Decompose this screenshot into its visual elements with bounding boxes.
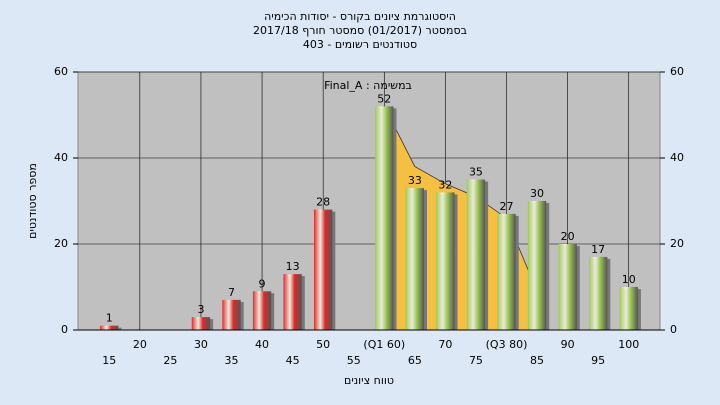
x-tick-label: 20 <box>133 338 147 351</box>
data-label: 7 <box>228 286 235 299</box>
bar <box>405 188 424 330</box>
x-tick-label: 65 <box>408 354 422 367</box>
x-tick-label: (Q1 60) <box>363 338 405 351</box>
chart-subtitle: בסמסטר (01/2017) סמסטר חורף 2017/18 <box>253 24 467 37</box>
data-label: 3 <box>197 303 204 316</box>
y-tick-label: 0 <box>61 323 68 336</box>
x-tick-label: 40 <box>255 338 269 351</box>
data-label: 17 <box>591 243 605 256</box>
data-label: 35 <box>469 166 483 179</box>
x-tick-label: 50 <box>316 338 330 351</box>
bar <box>252 291 272 330</box>
x-axis-label: טווח ציונים <box>344 374 394 387</box>
x-tick-label: 95 <box>591 354 605 367</box>
x-tick-label: 70 <box>438 338 452 351</box>
bar <box>100 325 119 330</box>
bar <box>589 256 608 330</box>
y2-tick-label: 60 <box>670 65 684 78</box>
annotation: Final_A : במשימה <box>324 79 412 92</box>
y-tick-label: 60 <box>54 65 68 78</box>
x-tick-label: 35 <box>225 354 239 367</box>
data-label: 30 <box>530 187 544 200</box>
bar <box>191 317 211 330</box>
x-tick-label: 55 <box>347 354 361 367</box>
bar <box>619 287 638 330</box>
y2-tick-label: 0 <box>670 323 677 336</box>
x-tick-label: 75 <box>469 354 483 367</box>
data-label: 32 <box>438 178 452 191</box>
data-label: 10 <box>622 273 636 286</box>
x-tick-label: 15 <box>102 354 116 367</box>
x-tick-label: (Q3 80) <box>486 338 528 351</box>
bar <box>558 244 577 330</box>
y-tick-label: 20 <box>54 237 68 250</box>
bar <box>436 192 455 330</box>
bar <box>222 299 241 330</box>
x-tick-label: 90 <box>561 338 575 351</box>
data-label: 13 <box>286 260 300 273</box>
bar <box>527 201 547 330</box>
data-label: 28 <box>316 196 330 209</box>
x-tick-label: 100 <box>618 338 639 351</box>
bar <box>466 179 486 330</box>
data-label: 9 <box>259 277 266 290</box>
x-tick-label: 25 <box>163 354 177 367</box>
x-tick-label: 30 <box>194 338 208 351</box>
data-label: 33 <box>408 174 422 187</box>
y2-tick-label: 20 <box>670 237 684 250</box>
data-label: 1 <box>106 312 113 325</box>
y2-tick-label: 40 <box>670 151 684 164</box>
chart-title: היסטוגרמת ציונים בקורס - יסודות הכימיה <box>264 10 456 23</box>
data-label: 20 <box>561 230 575 243</box>
chart-subtitle: סטודנטים רשומים - 403 <box>303 38 417 51</box>
data-label: 27 <box>500 200 514 213</box>
y-tick-label: 40 <box>54 151 68 164</box>
x-tick-label: 45 <box>286 354 300 367</box>
bar <box>283 274 302 330</box>
bar <box>314 209 333 330</box>
bar <box>497 213 516 330</box>
bar <box>375 106 394 331</box>
x-tick-label: 85 <box>530 354 544 367</box>
y-axis-label: מספר סטודנטים <box>26 163 39 239</box>
data-label: 52 <box>377 92 391 105</box>
